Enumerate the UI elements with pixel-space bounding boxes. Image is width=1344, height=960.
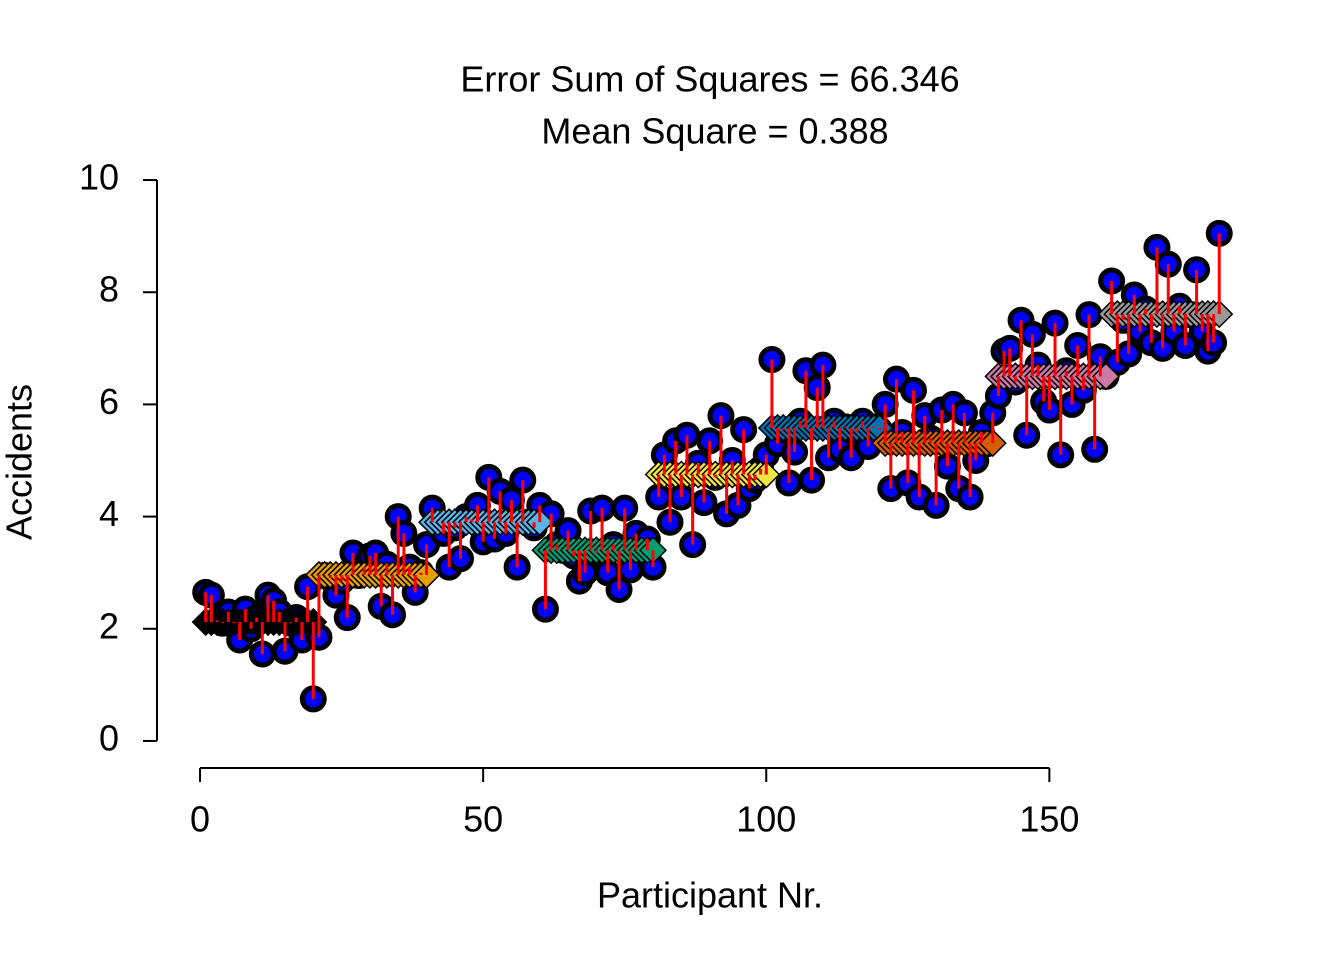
- y-tick-label: 8: [99, 269, 119, 310]
- group-mean: [525, 508, 554, 537]
- y-tick-label: 10: [79, 157, 119, 198]
- x-tick-label: 100: [736, 799, 796, 840]
- x-tick-label: 150: [1019, 799, 1079, 840]
- y-tick-label: 0: [99, 717, 119, 758]
- x-tick-label: 50: [463, 799, 503, 840]
- group-mean: [412, 560, 441, 589]
- chart-title: Error Sum of Squares = 66.346: [460, 59, 959, 100]
- y-axis-label: Accidents: [0, 384, 40, 540]
- x-tick-label: 0: [190, 799, 210, 840]
- y-tick-label: 6: [99, 381, 119, 422]
- y-tick-label: 4: [99, 493, 119, 534]
- x-axis-label: Participant Nr.: [597, 875, 823, 916]
- y-tick-label: 2: [99, 605, 119, 646]
- chart-subtitle: Mean Square = 0.388: [541, 111, 888, 152]
